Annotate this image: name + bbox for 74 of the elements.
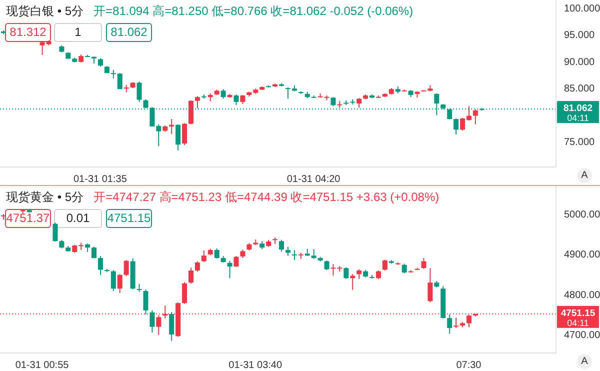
candlestick — [220, 88, 226, 100]
candlestick — [356, 268, 362, 280]
candlestick — [402, 263, 407, 274]
chart-title: 现货白银 • 5分 — [6, 3, 84, 20]
candlestick — [188, 100, 194, 125]
candlestick — [182, 122, 188, 146]
x-tick-label: 07:30 — [456, 360, 482, 371]
x-tick-label: 01-31 03:40 — [228, 360, 282, 371]
buy-price-button: 4751.15 — [106, 209, 152, 228]
candlestick — [143, 288, 148, 315]
chart-subtitle: 开=81.094 高=81.250 低=80.766 收=81.062 -0.052 (-0.06%) — [94, 3, 414, 20]
candlestick — [421, 258, 426, 270]
y-tick-label: 4900.00 — [564, 250, 600, 261]
x-tick-label: 01-31 04:20 — [286, 174, 341, 186]
text: 04:11 — [567, 113, 589, 124]
candlestick — [117, 274, 122, 294]
ref-line-label: 4751.15 — [560, 308, 596, 319]
candlestick — [136, 81, 142, 102]
x-tick-label: 01-31 00:55 — [15, 360, 70, 371]
y-tick-label: 85.000 — [564, 84, 596, 95]
x-tick-label: 01-31 01:35 — [74, 174, 128, 186]
candlestick — [279, 239, 284, 252]
candlestick — [194, 96, 200, 109]
quantity-field: 0.01 — [54, 209, 102, 228]
y-tick-label: 95.000 — [564, 30, 596, 42]
candlestick — [110, 270, 116, 292]
buy-price-button: 81.062 — [106, 23, 152, 42]
candlestick — [285, 246, 290, 257]
candlestick — [324, 260, 330, 271]
candlestick — [124, 260, 129, 277]
candlestick — [169, 311, 174, 342]
auto-scale-button: A — [577, 354, 592, 369]
candlestick — [240, 94, 246, 105]
ref-line-label: 81.062 — [563, 103, 593, 114]
candlestick — [454, 118, 459, 135]
candlestick — [292, 249, 297, 261]
sell-price-button: 81.312 — [5, 23, 51, 42]
candlestick — [234, 256, 239, 268]
candlestick — [188, 267, 194, 284]
text: 04:11 — [567, 318, 589, 328]
candlestick — [234, 94, 239, 106]
y-tick-label: 4800.00 — [564, 290, 600, 301]
quantity-field: 1 — [54, 23, 102, 42]
candlestick — [330, 96, 336, 107]
y-tick-label: 4700.00 — [564, 330, 600, 342]
y-tick-label: 90.000 — [564, 56, 596, 68]
sell-price-button: 4751.37 — [5, 209, 51, 228]
candlestick — [201, 250, 206, 263]
candlestick — [227, 260, 232, 279]
auto-scale-button: A — [577, 168, 592, 183]
chart-title: 现货黄金 • 5分 — [6, 189, 84, 206]
candlestick — [92, 246, 97, 259]
candlestick — [194, 260, 200, 272]
candlestick — [169, 118, 174, 134]
candlestick — [382, 259, 388, 272]
y-tick-label: 100.000 — [564, 4, 600, 15]
candlestick — [344, 266, 349, 280]
chart-subtitle: 开=4747.27 高=4751.23 低=4744.39 收=4751.15 +3.63 (+0.08%) — [94, 189, 440, 206]
candlestick — [176, 124, 181, 151]
candlestick — [454, 317, 459, 329]
candlestick — [447, 314, 452, 334]
candlestick — [52, 222, 58, 242]
candlestick — [428, 268, 433, 303]
candlestick — [182, 282, 188, 304]
y-tick-label: 5000.00 — [564, 209, 600, 220]
candlestick — [98, 256, 103, 276]
candlestick — [156, 314, 162, 336]
candlestick — [350, 274, 356, 290]
candlestick — [214, 248, 220, 259]
candlestick — [472, 108, 478, 125]
candlestick — [356, 98, 362, 108]
candlestick — [150, 310, 155, 333]
y-tick-label: 75.000 — [564, 136, 596, 148]
candlestick — [311, 248, 316, 260]
